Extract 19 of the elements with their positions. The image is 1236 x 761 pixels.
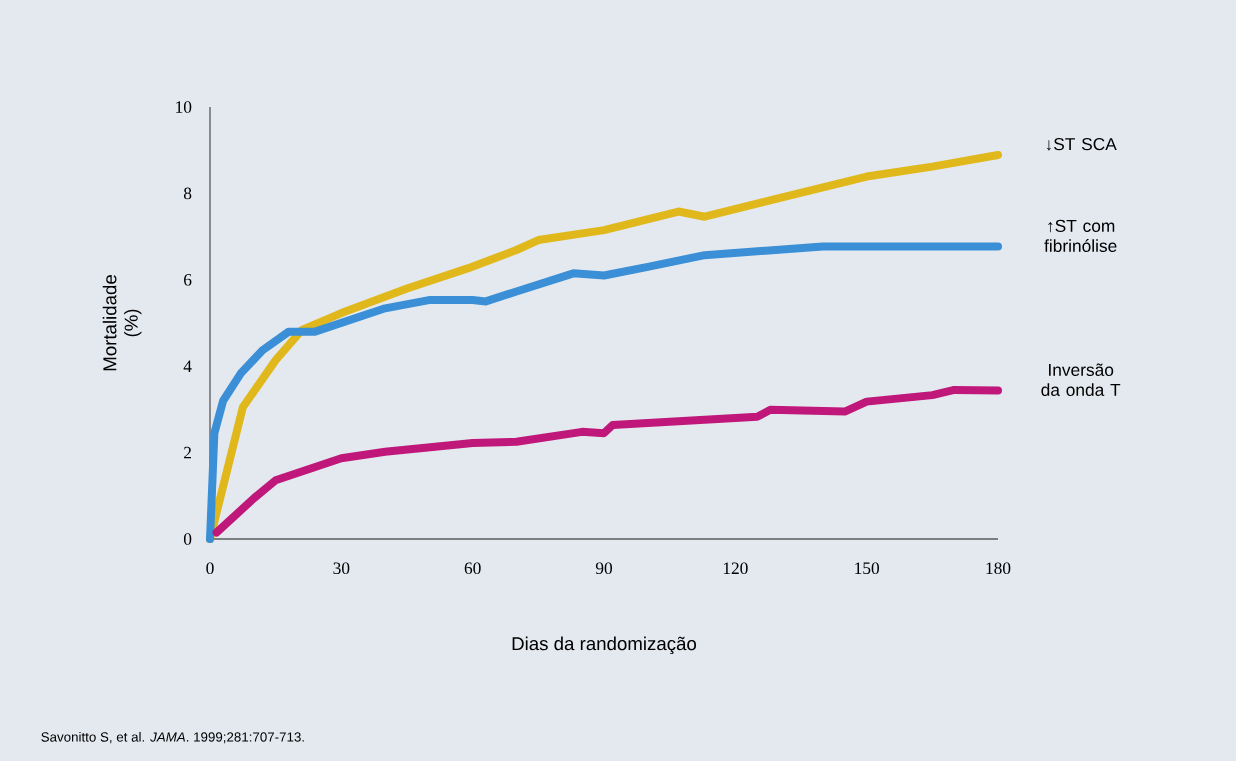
x-axis-title: Dias da randomização (512, 636, 697, 655)
y-tick-label: 2 (184, 446, 192, 459)
y-axis-title: Mortalidade (%) (102, 275, 142, 371)
y-tick-label: 10 (176, 101, 192, 113)
y-tick-label: 6 (184, 273, 192, 286)
y-tick-label: 4 (183, 360, 192, 372)
y-tick-label: 8 (183, 187, 192, 200)
text: ↑ST com fibrinólise (1044, 219, 1117, 252)
x-tick-label: 60 (464, 562, 481, 575)
x-tick-label: 30 (333, 562, 350, 575)
text: Inversão da onda T (1041, 363, 1121, 397)
x-tick-label: 120 (723, 562, 748, 575)
x-tick-label: 0 (206, 562, 214, 575)
y-tick-label: 0 (183, 533, 192, 545)
text: ↓ST SCA (1046, 137, 1117, 151)
text: Savonitto S, et al. JAMA. 1999;281:707-713. (41, 731, 304, 744)
x-tick-label: 90 (595, 562, 613, 575)
x-tick-label: 150 (855, 562, 880, 575)
x-tick-label: 180 (986, 562, 1011, 575)
